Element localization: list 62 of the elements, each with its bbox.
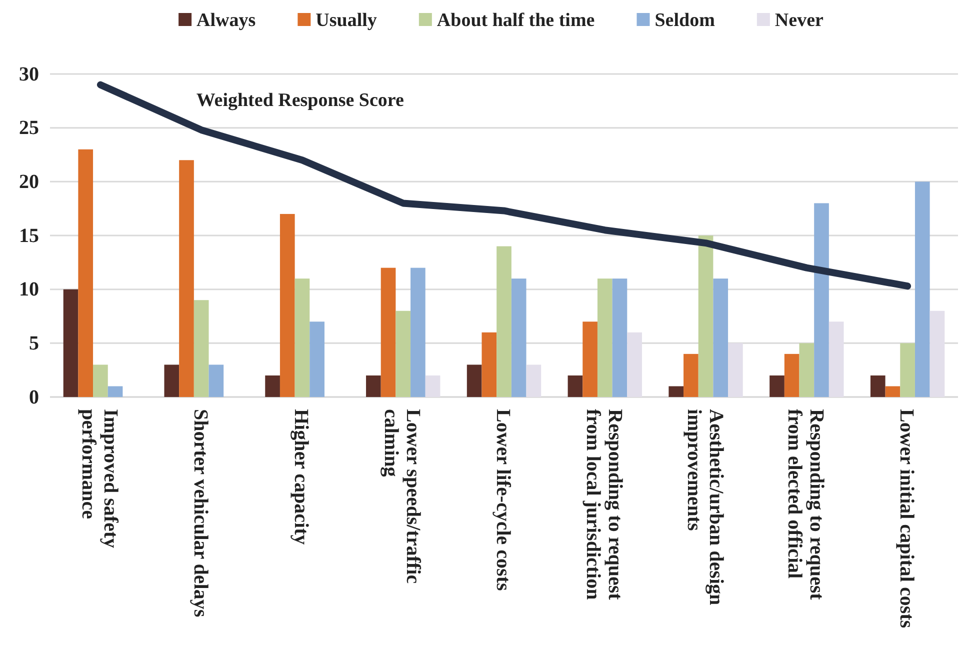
bar — [108, 386, 123, 397]
bar — [612, 278, 628, 397]
bar — [799, 343, 814, 397]
bar — [582, 322, 598, 397]
bar — [627, 332, 642, 397]
x-tick-label: Improved safety performance — [77, 409, 122, 548]
y-tick-label: 10 — [19, 278, 39, 301]
bar — [164, 364, 180, 397]
bar — [310, 322, 324, 397]
legend-label: Usually — [316, 10, 378, 31]
bar — [63, 289, 78, 397]
y-tick-label: 20 — [19, 171, 39, 194]
bar — [179, 160, 194, 397]
bar — [770, 375, 784, 397]
y-tick-label: 30 — [19, 63, 39, 86]
bar — [728, 343, 743, 397]
bar — [828, 322, 844, 397]
bar — [93, 364, 108, 397]
bar — [870, 375, 886, 397]
legend-label: Seldom — [654, 10, 716, 31]
bar — [684, 354, 698, 397]
bar — [597, 278, 612, 397]
bar — [466, 364, 482, 397]
bar — [410, 268, 426, 397]
x-tick-label: Shorter vehicular delays — [189, 409, 212, 618]
bar — [280, 214, 295, 397]
series-label: Weighted Response Score — [196, 90, 404, 111]
y-tick-label: 15 — [19, 224, 39, 247]
bar — [194, 300, 209, 397]
y-tick-label: 25 — [19, 117, 39, 140]
bar — [265, 375, 280, 397]
bar — [914, 182, 930, 397]
bar — [511, 278, 526, 397]
legend-label: About half the time — [436, 10, 595, 31]
legend-label: Always — [196, 10, 256, 31]
x-tick-label: Lower initial capital costs — [896, 409, 918, 628]
bar — [78, 149, 94, 397]
bar — [814, 203, 829, 397]
bar — [568, 375, 583, 397]
x-tick-label: Lower speeds/traffic calming — [380, 409, 424, 584]
bar — [713, 278, 728, 397]
bar — [208, 364, 224, 397]
bar — [885, 386, 900, 397]
x-tick-label: Lower life-cycle costs — [492, 409, 514, 591]
x-tick-label: Responding to request from local jurisdiction — [582, 409, 626, 600]
bar — [668, 386, 684, 397]
bar — [698, 236, 714, 397]
legend-label: Never — [774, 10, 824, 31]
bar — [366, 375, 381, 397]
bar — [784, 354, 800, 397]
bar — [496, 246, 512, 397]
bar — [930, 310, 945, 397]
bar — [526, 364, 542, 397]
bar — [900, 343, 915, 397]
bar — [380, 268, 396, 397]
bar — [482, 332, 497, 397]
bar — [396, 310, 411, 397]
bar — [425, 375, 440, 397]
x-tick-label: Higher capacity — [290, 409, 312, 545]
y-tick-label: 0 — [29, 386, 39, 408]
y-tick-label: 5 — [29, 332, 39, 355]
bar — [294, 278, 310, 397]
